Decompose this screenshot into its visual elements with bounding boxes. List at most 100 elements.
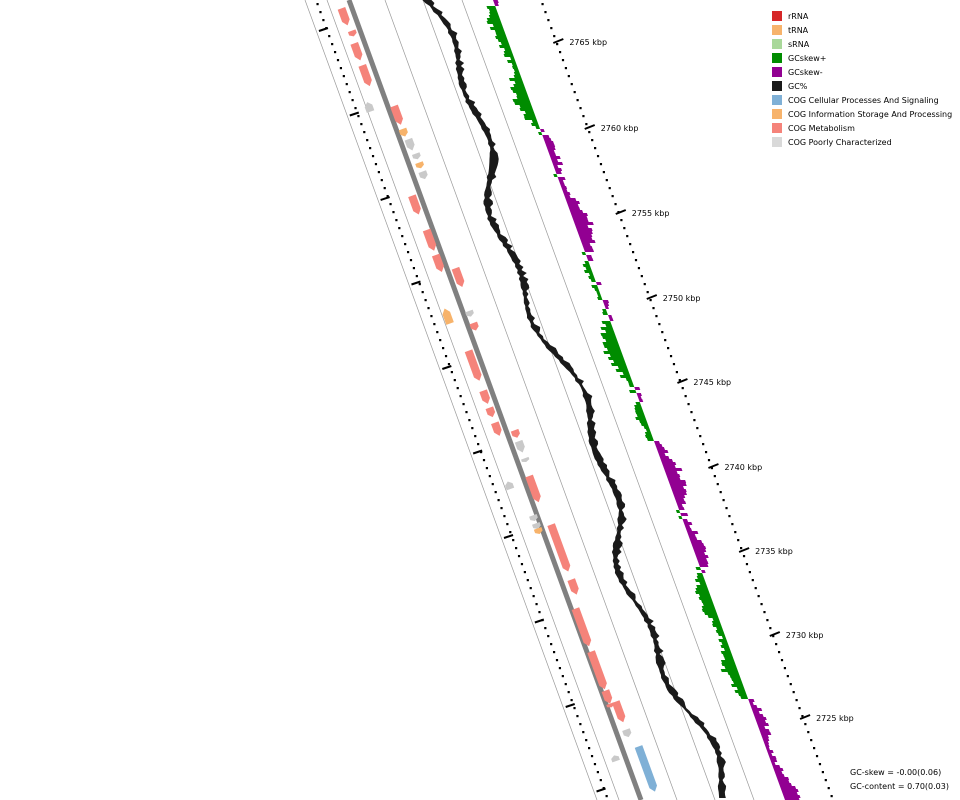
gc-skew-bar — [690, 540, 703, 543]
ruler-dot — [769, 627, 772, 630]
gc-skew-bar — [500, 42, 510, 45]
ruler-dot — [707, 459, 711, 462]
ruler-dot — [821, 771, 824, 774]
ruler-dot — [409, 259, 413, 262]
ruler-dot — [558, 51, 562, 54]
gc-skew-bar — [715, 630, 725, 633]
gc-skew-bar — [694, 579, 706, 582]
gc-skew-bar — [670, 486, 685, 489]
gc-skew-bar — [628, 384, 635, 387]
legend: rRNA tRNA sRNA GCskew+ GCskew- GC% COG Cellula… — [772, 9, 952, 149]
gc-skew-bar — [513, 72, 521, 75]
ruler-dot — [801, 715, 804, 718]
ruler-dot — [582, 731, 585, 734]
legend-swatch — [772, 123, 782, 133]
gc-skew-bar — [712, 618, 720, 621]
ruler-dot — [608, 187, 611, 190]
ruler-dot — [585, 739, 588, 742]
gc-skew-bar — [583, 249, 595, 252]
ruler-dot — [599, 779, 602, 782]
ruler-dot — [678, 379, 681, 382]
ruler-dot — [579, 723, 582, 726]
gc-skew-bar — [634, 387, 641, 390]
ruler-dot — [351, 99, 354, 102]
gc-skew-bar — [680, 513, 689, 516]
legend-item: rRNA — [772, 9, 952, 23]
ruler-dot — [550, 27, 553, 30]
gc-skew-bar — [675, 510, 681, 513]
legend-swatch — [772, 81, 782, 91]
gc-skew-bar — [558, 180, 564, 183]
ruler-dot — [395, 219, 398, 222]
cog-feature-arrow — [398, 127, 408, 137]
gc-skew-bar — [506, 60, 516, 63]
gc-skew-bar — [492, 24, 503, 27]
legend-label: COG Information Storage And Processing — [788, 109, 953, 119]
ruler-dot — [737, 539, 740, 542]
gc-skew-bar — [547, 150, 555, 153]
legend-swatch — [772, 39, 782, 49]
ruler-dot — [681, 387, 684, 390]
gc-skew-bar — [712, 624, 722, 627]
ruler-dot — [564, 67, 568, 70]
gc-skew-bar — [734, 690, 746, 693]
ruler-dot — [667, 347, 670, 350]
ruler-dot — [526, 579, 529, 582]
gc-skew-bar — [602, 300, 610, 303]
ruler-dot — [401, 235, 404, 238]
gc-skew-bar — [551, 159, 559, 162]
ruler-dot — [555, 659, 559, 662]
gc-skew-bar — [694, 591, 710, 594]
ruler-dot — [722, 499, 725, 502]
ruler-dot — [424, 299, 427, 302]
gc-skew-bar — [756, 723, 770, 726]
ruler-dot — [494, 491, 497, 494]
gc-skew-bar — [720, 651, 732, 654]
gc-skew-bar — [698, 564, 709, 567]
ruler-dot — [550, 643, 553, 646]
ruler-dot — [652, 307, 655, 310]
gc-skew-bar — [565, 198, 577, 201]
ruler-dot — [690, 411, 693, 414]
cog-feature-arrow — [587, 650, 607, 690]
legend-swatch — [772, 95, 782, 105]
gc-skew-bar — [638, 399, 644, 402]
ruler-dot — [637, 267, 641, 270]
gc-skew-bar — [657, 450, 669, 453]
legend-item: GC% — [772, 79, 952, 93]
ruler-dot — [786, 675, 789, 678]
gc-skew-bar — [515, 93, 529, 96]
ruler-dot — [371, 155, 375, 158]
cog-feature-arrow — [469, 321, 479, 331]
cog-features — [337, 7, 658, 792]
gc-skew-bar — [762, 738, 770, 741]
ruler-dot — [412, 267, 416, 270]
major-tick — [708, 463, 719, 469]
ruler-dot — [328, 35, 331, 38]
gc-skew-bar — [600, 333, 616, 336]
gc-skew-bar — [684, 525, 691, 528]
ruler-dot — [614, 203, 617, 206]
gc-skew-bar — [559, 183, 566, 186]
ruler-dot — [640, 275, 643, 278]
gc-skew-bar — [668, 480, 687, 483]
cog-feature-arrow — [611, 700, 626, 723]
ruler-dot — [716, 483, 719, 486]
gc-skew-bar — [617, 366, 628, 369]
cog-feature-arrow — [408, 194, 421, 215]
major-tick — [380, 196, 390, 201]
gc-skew-bar — [676, 504, 683, 507]
gc-skew-bar — [609, 318, 614, 321]
gc-skew-bar — [695, 567, 702, 570]
gc-skew-bar — [664, 471, 678, 474]
gc-skew-bar — [530, 123, 539, 126]
gc-skew-bar — [699, 582, 707, 585]
ruler-dot — [751, 579, 754, 582]
gc-skew-bar — [602, 312, 608, 315]
ruler-dot — [339, 67, 343, 70]
gc-skew-bar — [644, 432, 652, 435]
ruler-dot — [591, 139, 594, 142]
ruler-dot — [757, 595, 760, 598]
gc-skew-bar — [763, 741, 770, 744]
gc-skew-bar — [637, 396, 642, 399]
